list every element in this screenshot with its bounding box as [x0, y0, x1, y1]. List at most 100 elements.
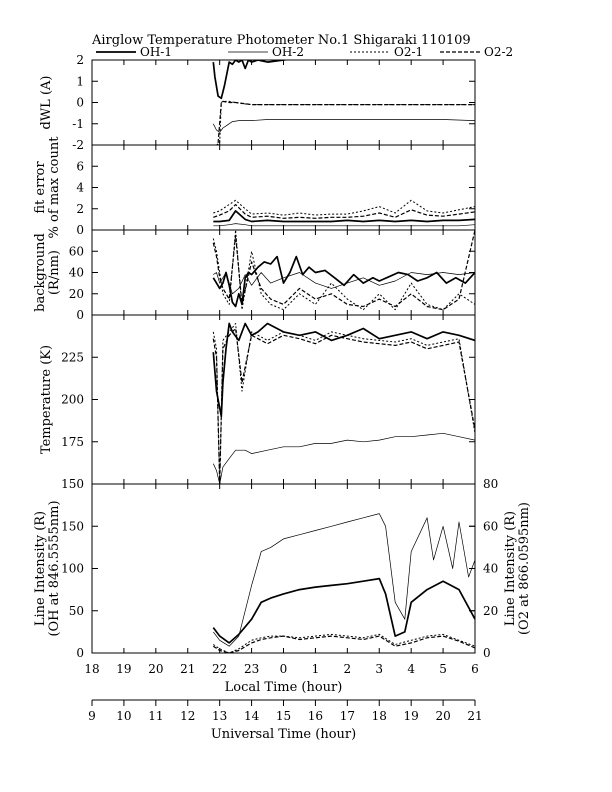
- series-line-o2-2: [217, 100, 475, 143]
- series-line-o2-1: [213, 199, 475, 216]
- series-group: [212, 60, 475, 145]
- legend-label: OH-1: [140, 45, 172, 59]
- panel-temperature: 225 200 175 150 Temperature (K): [39, 314, 476, 491]
- series-group: [213, 199, 475, 227]
- y-axis-label: Line Intensity (R): [33, 511, 48, 626]
- y-tick-label: 0: [76, 646, 84, 660]
- y-tick-label: 150: [61, 477, 84, 491]
- ut-tick-label: 14: [244, 709, 260, 723]
- y-axis-label: fit error: [33, 161, 48, 214]
- series-line-o2-1: [216, 100, 475, 145]
- x-tick-label: 6: [471, 662, 479, 676]
- x-tick-label: 23: [244, 662, 259, 676]
- panel-dwl: 2 1 0 -1 -2 dWL (A): [39, 53, 476, 152]
- ut-axis: 9 10 11 12 13 14 15 16 17 18 19 20 21 Universal Time …: [88, 699, 483, 742]
- series-line-oh-1: [212, 577, 475, 644]
- ut-tick-label: 11: [148, 709, 163, 723]
- x-tick-label: 2: [344, 662, 352, 676]
- y-tick-label: 0: [76, 96, 84, 110]
- figure-title: Airglow Temperature Photometer No.1 Shig…: [91, 33, 471, 48]
- panel-frame: [91, 59, 476, 146]
- ut-tick-label: 18: [372, 709, 387, 723]
- panel-frame: [91, 483, 476, 654]
- y-tick-label: -2: [72, 138, 84, 152]
- y2-tick-label: 20: [483, 604, 498, 618]
- y-axis-label-2: (R/nm): [47, 250, 62, 295]
- x-axis-label: Local Time (hour): [225, 680, 343, 695]
- series-line-o2-1: [212, 323, 475, 484]
- series-line-oh-2: [212, 432, 475, 484]
- y2-axis-label-2: (O2 at 866.0595nm): [517, 502, 532, 635]
- panel-frame: [91, 144, 476, 231]
- ut-tick-label: 19: [404, 709, 419, 723]
- y-tick-label: 175: [61, 435, 84, 449]
- x-tick-label: 19: [116, 662, 131, 676]
- y2-tick-label: 80: [483, 477, 498, 491]
- series-group: [212, 513, 475, 653]
- legend-label: O2-2: [484, 45, 513, 59]
- y-axis-label-2: % of max count: [47, 136, 62, 239]
- ut-tick-label: 17: [340, 709, 355, 723]
- series-line-o2-2: [213, 203, 475, 219]
- series-line-oh-2: [212, 119, 475, 133]
- panel-background: 60 40 20 0 background (R/nm): [33, 229, 476, 322]
- series-line-oh-2: [213, 223, 475, 227]
- y-tick-label: 6: [76, 159, 84, 173]
- series-line-o2-1: [213, 633, 475, 653]
- y-tick-label: 40: [69, 266, 84, 280]
- y-tick-label: 150: [61, 519, 84, 533]
- series-line-oh-2: [213, 513, 475, 647]
- y-tick-label: 0: [76, 308, 84, 322]
- legend: OH-1 OH-2 O2-1 O2-2: [96, 45, 513, 59]
- series-line-oh-1: [213, 210, 475, 223]
- ut-tick-label: 15: [276, 709, 291, 723]
- ut-tick-label: 9: [88, 709, 96, 723]
- y-axis-label: Temperature (K): [39, 345, 54, 454]
- series-line-oh-1: [212, 60, 291, 100]
- y-tick-label: 50: [69, 604, 84, 618]
- y-tick-label: 200: [61, 393, 84, 407]
- x-tick-label: 22: [212, 662, 227, 676]
- y-tick-label: 2: [76, 53, 84, 67]
- panel-frame: [91, 229, 476, 316]
- x-tick-label: 20: [148, 662, 163, 676]
- y-tick-label: 20: [69, 287, 84, 301]
- ut-axis-label: Universal Time (hour): [211, 727, 356, 742]
- x-tick-label: 21: [180, 662, 195, 676]
- x-tick-label: 18: [84, 662, 99, 676]
- y-tick-label: 1: [76, 74, 84, 88]
- x-tick-label: 4: [407, 662, 415, 676]
- series-line-oh-1: [212, 255, 475, 308]
- y-axis-label: dWL (A): [39, 76, 54, 130]
- ut-tick-label: 13: [212, 709, 227, 723]
- y-axis-label: background: [33, 233, 48, 312]
- series-line-oh-2: [213, 272, 475, 295]
- ut-tick-label: 16: [308, 709, 323, 723]
- legend-label: OH-2: [272, 45, 304, 59]
- series-line-oh-1: [212, 322, 475, 418]
- series-line-o2-2: [212, 327, 475, 484]
- y-tick-label: -1: [72, 117, 84, 131]
- y2-tick-label: 0: [483, 646, 491, 660]
- series-group: [212, 322, 475, 484]
- y2-tick-label: 60: [483, 519, 498, 533]
- x-tick-label: 5: [439, 662, 447, 676]
- ut-tick-label: 12: [180, 709, 195, 723]
- y-tick-label: 60: [69, 244, 84, 258]
- series-line-o2-1: [212, 230, 475, 311]
- panel-fit: 6 4 2 0 fit error% of max count: [33, 136, 476, 239]
- x-tick-label: 3: [375, 662, 383, 676]
- ut-tick-label: 20: [435, 709, 450, 723]
- y-tick-label: 0: [76, 223, 84, 237]
- y2-axis-label: Line Intensity (R): [503, 511, 518, 626]
- ut-tick-label: 10: [116, 709, 131, 723]
- y-axis-label-2: (OH at 846.5555nm): [47, 500, 62, 636]
- x-tick-label: 0: [280, 662, 288, 676]
- y-tick-label: 4: [76, 181, 84, 195]
- x-tick-label: 1: [312, 662, 320, 676]
- series-line-o2-2: [212, 635, 475, 653]
- ut-tick-label: 21: [467, 709, 482, 723]
- panel-frame: [91, 314, 476, 485]
